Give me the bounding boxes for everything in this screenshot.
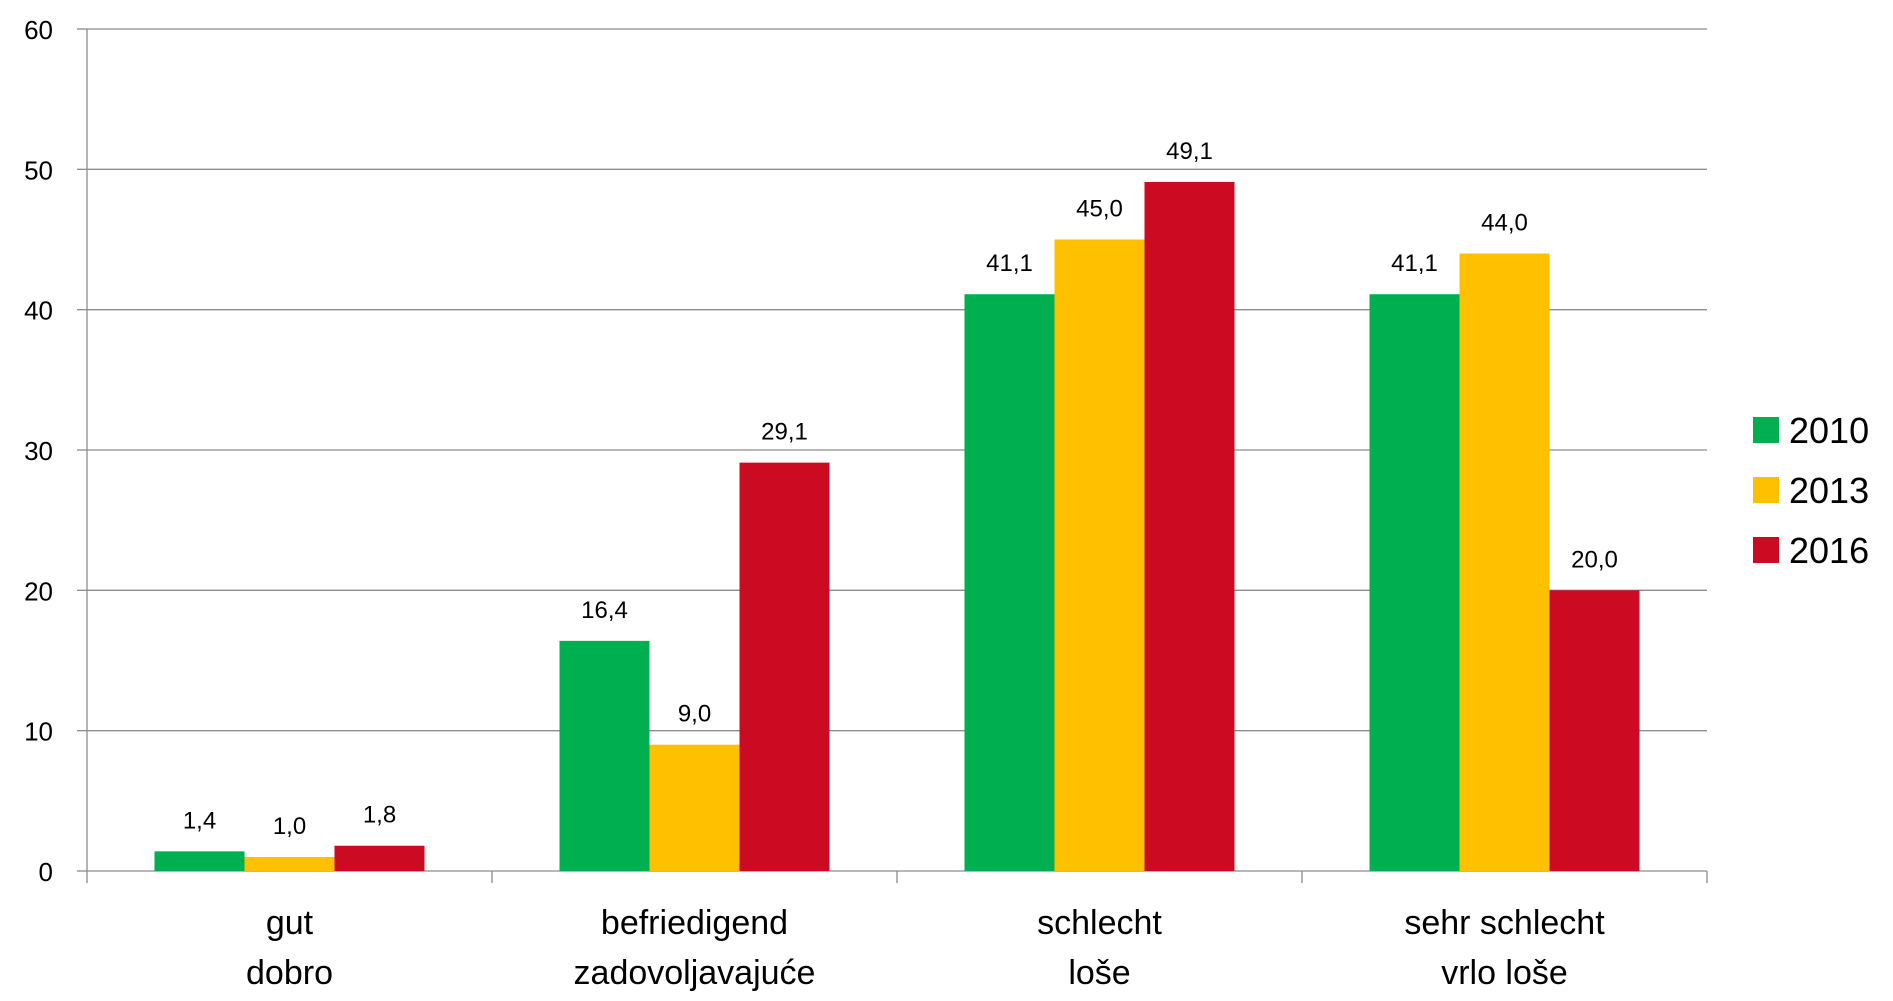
data-label: 29,1: [761, 419, 808, 446]
bar-2016: [1549, 590, 1640, 871]
x-category-label: vrlo loše: [1441, 954, 1568, 992]
bar-2016: [739, 462, 830, 871]
bar-2010: [559, 640, 650, 871]
bar-2013: [244, 856, 335, 871]
legend-swatch-2010: [1753, 417, 1779, 443]
data-label: 49,1: [1166, 138, 1213, 165]
x-category-label: befriedigend: [601, 904, 788, 942]
data-label: 1,8: [363, 802, 396, 829]
x-category-label: zadovoljavajuće: [574, 954, 816, 992]
y-tick-label: 0: [39, 857, 53, 887]
data-label: 41,1: [986, 250, 1033, 277]
axes: 0 10 20 30 40 50 60 gut dobro befriedigend zadovol…: [24, 15, 1708, 992]
y-tick-label: 50: [24, 155, 53, 185]
x-category-label: loše: [1068, 954, 1130, 992]
data-label: 20,0: [1571, 546, 1618, 573]
bar-2013: [1459, 253, 1550, 872]
x-category-label: dobro: [246, 954, 333, 992]
legend-label: 2013: [1789, 470, 1869, 511]
data-label: 1,0: [273, 813, 306, 840]
y-tick-label: 10: [24, 717, 53, 747]
data-label: 41,1: [1391, 250, 1438, 277]
bar-2010: [1369, 294, 1460, 872]
data-label: 16,4: [581, 597, 628, 624]
data-label: 9,0: [678, 701, 711, 728]
y-tick-label: 60: [24, 15, 53, 45]
bar-2010: [154, 851, 245, 871]
data-label: 44,0: [1481, 210, 1528, 237]
data-label: 45,0: [1076, 196, 1123, 223]
bar-2016: [334, 845, 425, 871]
y-tick-label: 40: [24, 296, 53, 326]
data-labels: 1,4 1,0 1,8 16,4 9,0 29,1 41,1 45,0 49,1 41,1 44,0…: [183, 138, 1618, 840]
y-tick-label: 20: [24, 576, 53, 606]
x-category-label: sehr schlecht: [1404, 904, 1605, 942]
legend-label: 2010: [1789, 410, 1869, 451]
x-category-label: gut: [266, 904, 314, 942]
legend-swatch-2013: [1753, 477, 1779, 503]
x-category-label: schlecht: [1037, 904, 1162, 942]
bar-2010: [964, 294, 1055, 872]
data-label: 1,4: [183, 807, 216, 834]
bar-2013: [649, 744, 740, 871]
bar-2013: [1054, 239, 1145, 871]
legend: 2010 2013 2016: [1753, 410, 1869, 571]
bars: [154, 181, 1640, 872]
legend-label: 2016: [1789, 530, 1869, 571]
y-tick-label: 30: [24, 436, 53, 466]
bar-2016: [1144, 181, 1235, 872]
legend-swatch-2016: [1753, 537, 1779, 563]
